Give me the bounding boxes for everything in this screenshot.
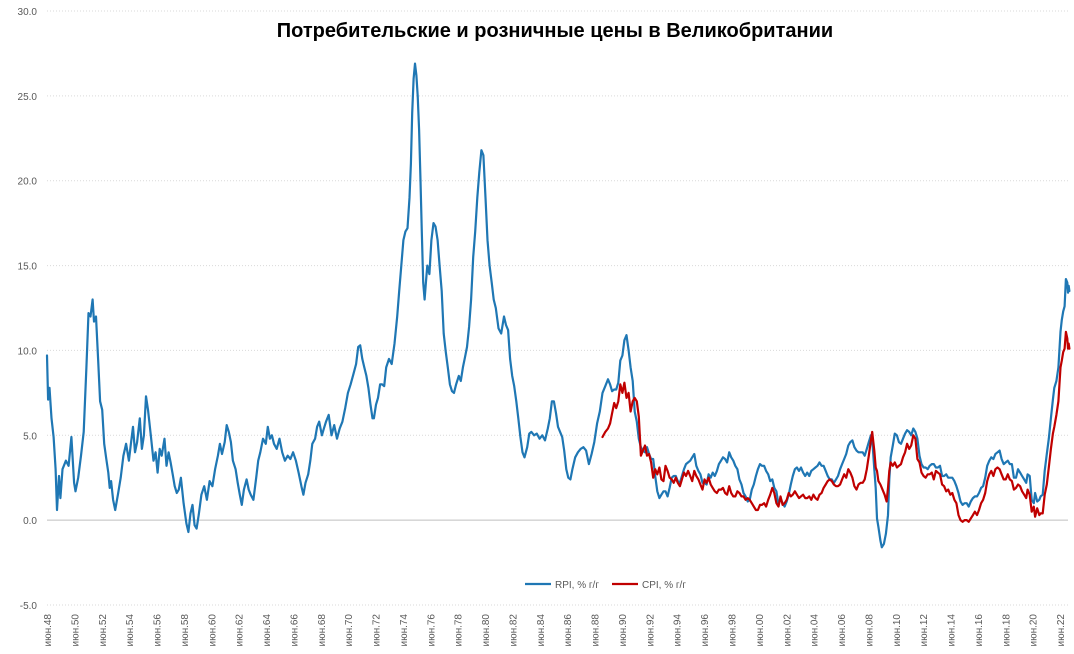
- x-tick-label: июн.14: [947, 614, 958, 647]
- y-tick-label: 0.0: [23, 516, 37, 527]
- x-tick-label: июн.48: [43, 614, 54, 647]
- x-tick-label: июн.84: [536, 614, 547, 647]
- x-tick-label: июн.82: [508, 614, 519, 647]
- x-tick-label: июн.08: [864, 614, 875, 647]
- y-tick-label: 10.0: [18, 346, 38, 357]
- x-tick-label: июн.76: [426, 614, 437, 647]
- series-line-rpi: [45, 62, 1071, 549]
- x-tick-label: июн.56: [153, 614, 164, 647]
- x-tick-label: июн.68: [317, 614, 328, 647]
- y-tick-label: 20.0: [18, 177, 38, 188]
- y-tick-label: 25.0: [18, 92, 38, 103]
- x-tick-label: июн.58: [180, 614, 191, 647]
- x-tick-label: июн.96: [700, 614, 711, 647]
- y-tick-label: 15.0: [18, 262, 38, 273]
- chart-title: Потребительские и розничные цены в Велик…: [276, 20, 834, 42]
- x-tick-label: июн.64: [262, 614, 273, 647]
- x-tick-label: июн.50: [70, 614, 81, 647]
- x-tick-label: июн.10: [892, 614, 903, 647]
- x-tick-label: июн.22: [1056, 614, 1067, 647]
- x-tick-label: июн.54: [125, 614, 136, 647]
- x-axis-ticks: июн.48 июн.50 июн.52 июн.54 июн.56 июн.58 июн.…: [43, 614, 1067, 647]
- x-tick-label: июн.78: [454, 614, 465, 647]
- x-tick-label: июн.66: [289, 614, 300, 647]
- x-tick-label: июн.92: [645, 614, 656, 647]
- x-tick-label: июн.04: [810, 614, 821, 647]
- x-tick-label: июн.20: [1029, 614, 1040, 647]
- x-tick-label: июн.70: [344, 614, 355, 647]
- x-tick-label: июн.60: [207, 614, 218, 647]
- x-tick-label: июн.72: [372, 614, 383, 647]
- y-tick-label: 30.0: [18, 7, 38, 18]
- legend-label: RPI, % г/г: [555, 580, 599, 591]
- x-tick-label: июн.80: [481, 614, 492, 647]
- legend: RPI, % г/г CPI, % г/г: [525, 580, 686, 591]
- x-tick-label: июн.02: [782, 614, 793, 647]
- x-tick-label: июн.16: [974, 614, 985, 647]
- gridlines: [47, 10, 1068, 606]
- x-tick-label: июн.18: [1001, 614, 1012, 647]
- x-tick-label: июн.00: [755, 614, 766, 647]
- x-tick-label: июн.86: [563, 614, 574, 647]
- x-tick-label: июн.52: [98, 614, 109, 647]
- x-tick-label: июн.88: [591, 614, 602, 647]
- x-tick-label: июн.12: [919, 614, 930, 647]
- y-axis-ticks: -5.0 0.0 5.0 10.0 15.0 20.0 25.0 30.0: [18, 7, 38, 612]
- x-tick-label: июн.06: [837, 614, 848, 647]
- legend-label: CPI, % г/г: [642, 580, 686, 591]
- y-tick-label: 5.0: [23, 431, 37, 442]
- x-tick-label: июн.74: [399, 614, 410, 647]
- x-tick-label: июн.62: [235, 614, 246, 647]
- series-lines: [45, 62, 1071, 549]
- series-line-cpi: [601, 330, 1071, 523]
- y-tick-label: -5.0: [20, 601, 38, 612]
- x-tick-label: июн.94: [673, 614, 684, 647]
- x-tick-label: июн.98: [727, 614, 738, 647]
- x-tick-label: июн.90: [618, 614, 629, 647]
